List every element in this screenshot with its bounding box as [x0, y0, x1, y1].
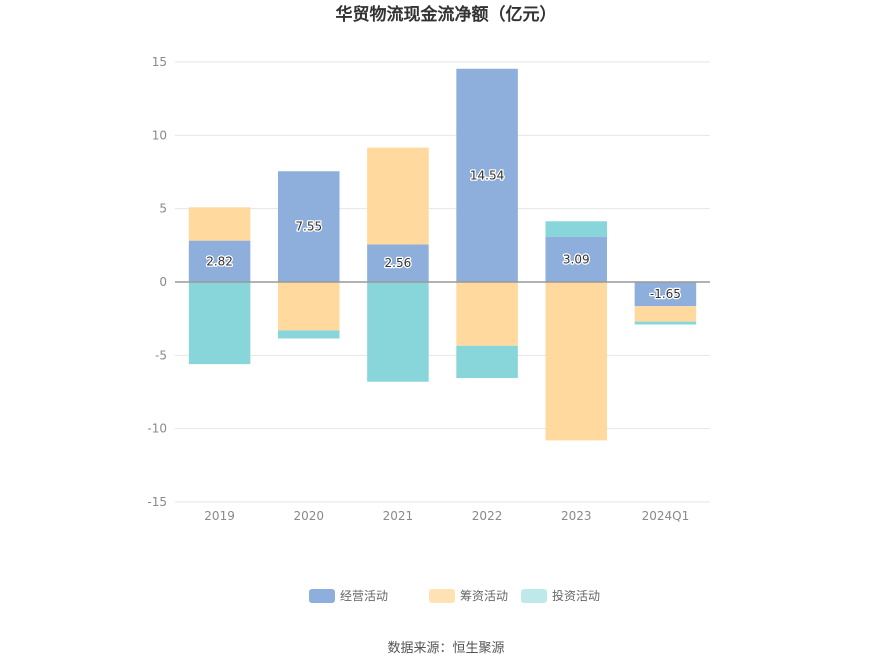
y-tick-label: -5: [155, 348, 167, 362]
bar-投资活动-2021[interactable]: [367, 282, 429, 382]
y-tick-label: 10: [152, 128, 167, 142]
x-tick-label: 2024Q1: [642, 509, 690, 523]
x-tick-label: 2020: [293, 509, 324, 523]
legend-label: 筹资活动: [460, 589, 508, 603]
bar-经营活动-2022[interactable]: [456, 68, 518, 282]
bar-经营活动-2019[interactable]: [188, 240, 251, 282]
label-layer: 2.82 7.55 2.56 14.54 3.09 -1.65: [205, 167, 682, 302]
y-tick-label: 0: [159, 275, 167, 289]
bar-投资活动-2023[interactable]: [545, 221, 608, 237]
bar-投资活动-2020[interactable]: [277, 330, 340, 339]
bar-layer: [188, 68, 697, 441]
x-tick-label: 2021: [383, 509, 414, 523]
x-tick-label: 2019: [204, 509, 235, 523]
data-label: 7.55: [295, 220, 322, 234]
legend-item-筹资活动[interactable]: 筹资活动: [429, 589, 508, 603]
bar-经营活动-2023[interactable]: [545, 236, 608, 282]
bar-筹资活动-2019[interactable]: [188, 207, 251, 241]
bar-筹资活动-2020[interactable]: [277, 282, 340, 331]
bar-筹资活动-2024Q1[interactable]: [634, 306, 697, 322]
x-tick-label: 2023: [561, 509, 592, 523]
bar-经营活动-2024Q1[interactable]: [634, 282, 697, 307]
x-tick-label: 2022: [472, 509, 503, 523]
y-tick-label: 15: [152, 55, 167, 69]
legend-item-经营活动[interactable]: 经营活动: [309, 589, 388, 603]
legend-swatch: [309, 589, 335, 603]
bar-筹资活动-2023[interactable]: [545, 282, 608, 441]
legend-label: 经营活动: [340, 589, 388, 603]
legend-swatch: [429, 589, 455, 603]
y-tick-label: -10: [147, 422, 167, 436]
data-label: 2.82: [206, 254, 233, 268]
bar-经营活动-2020[interactable]: [277, 171, 340, 282]
legend-swatch: [521, 589, 547, 603]
bar-投资活动-2019[interactable]: [188, 282, 251, 365]
legend-item-投资活动[interactable]: 投资活动: [521, 588, 600, 603]
source-note: 数据来源：恒生聚源: [387, 641, 504, 656]
bar-筹资活动-2021[interactable]: [367, 147, 429, 245]
y-tick-label: 5: [159, 202, 167, 216]
axis-layer: 15 10 5 0 -5 -10 -15 2019 2020 2021 2022 2023 2024Q1: [147, 55, 710, 523]
bar-投资活动-2024Q1[interactable]: [634, 321, 697, 325]
legend-label: 投资活动: [552, 588, 600, 603]
legend: 经营活动 筹资活动 投资活动: [309, 588, 600, 603]
bar-筹资活动-2022[interactable]: [456, 282, 518, 346]
data-label: 2.56: [385, 256, 412, 270]
data-label: 14.54: [470, 168, 504, 182]
bar-经营活动-2021[interactable]: [367, 244, 429, 282]
y-tick-label: -15: [147, 495, 167, 509]
bar-投资活动-2022[interactable]: [456, 345, 518, 379]
chart-title: 华贸物流现金流净额（亿元）: [336, 4, 557, 25]
data-label: -1.65: [650, 287, 681, 301]
data-label: 3.09: [563, 252, 590, 266]
